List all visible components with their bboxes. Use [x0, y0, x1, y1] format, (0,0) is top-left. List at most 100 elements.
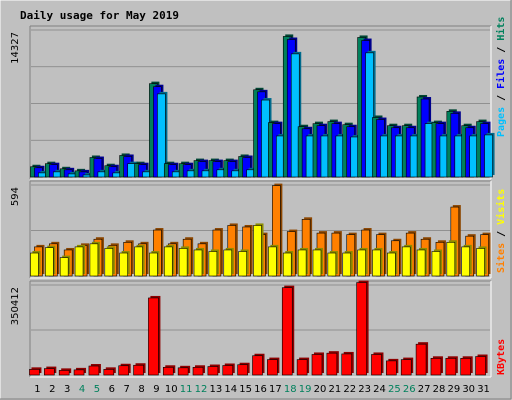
x-tick-label-day-7: 7 — [123, 384, 129, 395]
bar-visits-day-25 — [387, 251, 398, 277]
bar-pages-day-23 — [365, 50, 376, 178]
bar-visits-day-5 — [89, 241, 100, 277]
bar-kbytes-day-29 — [445, 356, 458, 376]
bar-kbytes-day-27-face — [415, 343, 427, 376]
bar-visits-day-21-face — [327, 252, 337, 277]
bar-kbytes-day-7 — [118, 363, 131, 376]
x-tick-label-day-24: 24 — [373, 384, 386, 395]
bar-kbytes-day-7-face — [118, 365, 129, 376]
bar-visits-day-4 — [74, 244, 86, 277]
bar-kbytes-day-18 — [281, 285, 295, 376]
bar-visits-day-27 — [416, 247, 428, 277]
bar-kbytes-day-8-face — [133, 364, 144, 376]
bar-kbytes-day-11 — [177, 365, 191, 376]
bar-kbytes-day-15 — [237, 362, 250, 376]
legend-sites-visits-visits: Visits — [495, 189, 507, 225]
bar-pages-day-18 — [290, 51, 302, 178]
bar-kbytes-day-23-face — [356, 282, 367, 376]
bar-visits-day-8-face — [134, 246, 143, 277]
bar-kbytes-day-9 — [148, 295, 161, 376]
x-tick-label-day-21: 21 — [328, 384, 341, 395]
bar-visits-day-14 — [223, 247, 234, 277]
bar-visits-day-31 — [476, 246, 487, 277]
x-tick-label-day-9: 9 — [153, 384, 159, 395]
bar-pages-day-23-face — [365, 52, 374, 178]
x-tick-label-day-27: 27 — [418, 384, 431, 395]
bar-visits-day-18 — [282, 251, 294, 277]
legend-pages-files-hits: Pages / Files / Hits — [495, 17, 507, 137]
bar-visits-day-21 — [327, 251, 338, 277]
chart-panels: 14327 594 350412 — [10, 25, 495, 378]
kbytes-panel: 350412 — [10, 280, 492, 378]
bar-kbytes-day-14-face — [222, 365, 234, 376]
bar-kbytes-day-8 — [133, 363, 146, 376]
bar-visits-day-23 — [357, 247, 368, 277]
bar-visits-day-22-face — [342, 252, 352, 277]
bar-kbytes-day-19 — [296, 357, 310, 376]
bar-kbytes-day-27 — [415, 342, 429, 376]
legend-sites-visits: Sites / Visits — [495, 189, 507, 273]
bar-kbytes-day-24-face — [371, 354, 382, 376]
bar-visits-day-19-face — [297, 249, 307, 277]
bar-visits-day-10 — [163, 244, 175, 277]
bar-visits-day-16-face — [253, 225, 262, 277]
bar-kbytes-day-29-face — [445, 358, 457, 376]
bar-kbytes-day-2 — [44, 366, 57, 376]
bar-visits-day-27-face — [416, 249, 426, 277]
bar-visits-day-29 — [446, 240, 457, 277]
bar-kbytes-day-11-face — [177, 367, 189, 376]
bar-visits-day-24 — [372, 247, 383, 277]
bar-visits-day-26-face — [401, 246, 411, 277]
bar-visits-day-8 — [134, 244, 145, 277]
x-tick-label-day-30: 30 — [462, 384, 475, 395]
bar-kbytes-day-30-face — [460, 358, 471, 376]
x-tick-label-day-11: 11 — [180, 384, 193, 395]
bar-visits-day-1-face — [30, 252, 39, 277]
bar-visits-day-22 — [342, 251, 353, 277]
bar-visits-day-30 — [461, 244, 472, 277]
bar-kbytes-day-26-face — [400, 359, 412, 376]
x-tick-label-day-3: 3 — [64, 384, 70, 395]
bar-kbytes-day-10-face — [162, 366, 174, 376]
bar-visits-day-15-face — [238, 251, 247, 277]
bar-visits-day-10-face — [163, 246, 173, 277]
x-tick-label-day-10: 10 — [165, 384, 178, 395]
legend-kbytes-text: KBytes — [496, 339, 507, 375]
bar-kbytes-day-30 — [460, 356, 473, 376]
bar-visits-day-11 — [178, 246, 190, 277]
bar-visits-day-13-face — [208, 251, 218, 277]
bar-kbytes-day-2-face — [44, 368, 55, 376]
bar-visits-day-7-face — [119, 252, 128, 277]
bar-visits-day-25-face — [387, 252, 396, 277]
x-tick-label-day-13: 13 — [210, 384, 223, 395]
bar-visits-day-11-face — [178, 248, 188, 277]
legend-pages-files-hits-separator: / — [496, 41, 507, 59]
bar-kbytes-day-10 — [162, 365, 176, 376]
bar-visits-day-6-face — [104, 248, 114, 277]
legend-sites-visits-text: Sites / Visits — [495, 189, 507, 273]
x-tick-label-day-23: 23 — [358, 384, 371, 395]
x-tick-label-day-20: 20 — [314, 384, 327, 395]
hits-files-pages-panel-ymax-label: 14327 — [10, 32, 21, 64]
bar-kbytes-day-16 — [252, 353, 265, 376]
bar-visits-day-14-face — [223, 249, 233, 277]
bar-visits-day-31-face — [476, 248, 485, 277]
bar-kbytes-day-26 — [400, 357, 414, 376]
bar-kbytes-day-6-face — [103, 369, 115, 376]
x-tick-label-day-18: 18 — [284, 384, 297, 395]
legend-kbytes-kbytes: KBytes — [496, 339, 507, 375]
bar-visits-day-20 — [312, 247, 323, 277]
bar-kbytes-day-12 — [192, 365, 206, 376]
legend-pages-files-hits-pages: Pages — [496, 107, 507, 137]
bar-kbytes-day-24 — [371, 352, 384, 376]
bar-visits-day-12 — [193, 247, 205, 277]
bar-kbytes-day-22-face — [341, 353, 353, 376]
bar-kbytes-day-15-face — [237, 364, 248, 376]
bar-kbytes-day-20-face — [311, 354, 323, 376]
bar-visits-day-26 — [401, 244, 413, 277]
legend-pages-files-hits-files: Files — [495, 59, 507, 89]
bar-visits-day-4-face — [74, 246, 84, 277]
bar-kbytes-day-28 — [430, 356, 443, 376]
x-axis-day-labels: 1 2 3 4 5 6 7 8 9 10 11 12 13 14 15 16 17 18 19 20 21 22 23 24 2… — [34, 384, 490, 395]
